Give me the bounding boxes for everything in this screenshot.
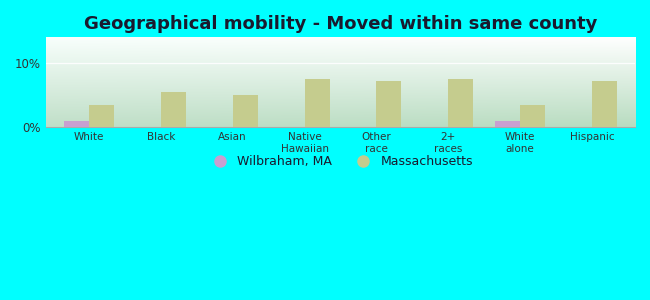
- Bar: [64, 121, 89, 127]
- Bar: [161, 92, 186, 127]
- Legend: Wilbraham, MA, Massachusetts: Wilbraham, MA, Massachusetts: [202, 150, 478, 173]
- Bar: [89, 105, 114, 127]
- Bar: [495, 121, 520, 127]
- Bar: [592, 81, 617, 127]
- Bar: [520, 105, 545, 127]
- Title: Geographical mobility - Moved within same county: Geographical mobility - Moved within sam…: [84, 15, 597, 33]
- Bar: [376, 81, 402, 127]
- Bar: [233, 95, 258, 127]
- Bar: [304, 79, 330, 127]
- Bar: [448, 79, 473, 127]
